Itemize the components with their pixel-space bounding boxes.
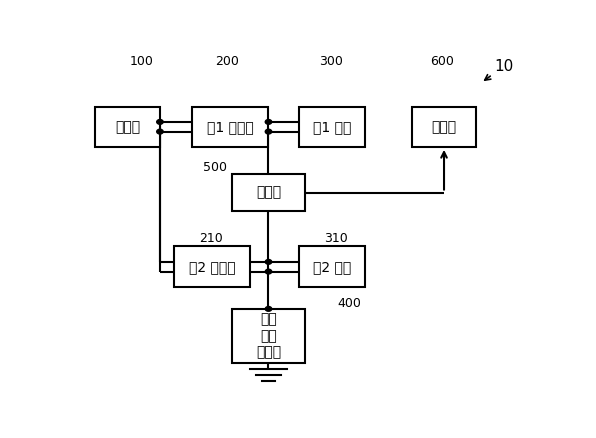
Circle shape <box>265 307 272 311</box>
Text: 표시부: 표시부 <box>432 120 457 134</box>
Text: 제2 차단기: 제2 차단기 <box>188 260 235 274</box>
Text: 제1 부하: 제1 부하 <box>313 120 351 134</box>
Text: 전원부: 전원부 <box>115 120 140 134</box>
Circle shape <box>265 269 272 274</box>
Text: 제2 부하: 제2 부하 <box>313 260 351 274</box>
Text: 측정부: 측정부 <box>256 186 281 200</box>
Text: 제1 차단기: 제1 차단기 <box>207 120 254 134</box>
Text: 600: 600 <box>430 55 454 68</box>
Text: 400: 400 <box>338 297 362 310</box>
Circle shape <box>265 120 272 124</box>
Circle shape <box>157 120 163 124</box>
Circle shape <box>265 129 272 134</box>
Text: 누전
전류
발생부: 누전 전류 발생부 <box>256 313 281 359</box>
Text: 500: 500 <box>203 161 228 174</box>
FancyBboxPatch shape <box>174 247 250 287</box>
Text: 210: 210 <box>199 232 223 245</box>
FancyBboxPatch shape <box>231 309 305 363</box>
Text: 10: 10 <box>495 59 514 74</box>
Text: 200: 200 <box>215 55 239 68</box>
FancyBboxPatch shape <box>412 106 476 147</box>
Circle shape <box>157 129 163 134</box>
FancyBboxPatch shape <box>193 106 269 147</box>
FancyBboxPatch shape <box>299 247 365 287</box>
FancyBboxPatch shape <box>95 106 160 147</box>
Circle shape <box>265 259 272 264</box>
Text: 100: 100 <box>129 55 153 68</box>
FancyBboxPatch shape <box>299 106 365 147</box>
Text: 300: 300 <box>319 55 343 68</box>
Text: 310: 310 <box>324 232 347 245</box>
FancyBboxPatch shape <box>231 174 305 211</box>
